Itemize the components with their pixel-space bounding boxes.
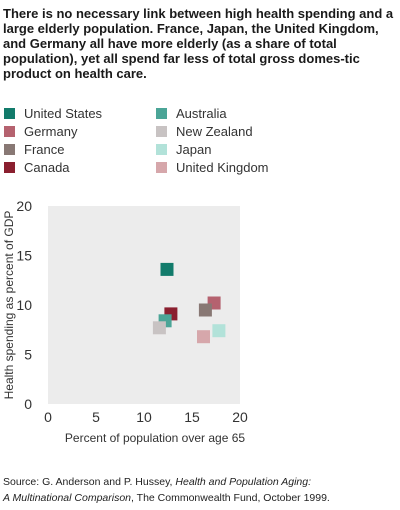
x-tick-label: 20 (232, 409, 248, 425)
source-prefix: Source: G. Anderson and P. Hussey, (3, 476, 176, 488)
y-tick-label: 5 (24, 347, 32, 363)
scatter-chart: 0 5 10 15 20 0 5 10 15 20 Percent of population … (2, 198, 248, 445)
legend-label-germany: Germany (24, 123, 78, 139)
x-tick-label: 15 (184, 409, 200, 425)
legend-swatch-united-kingdom (156, 161, 167, 173)
legend-item-france: France (4, 140, 64, 158)
point-united-kingdom (197, 330, 210, 344)
legend-label-japan: Japan (176, 141, 212, 157)
legend-label-canada: Canada (24, 159, 70, 175)
source-note: Source: G. Anderson and P. Hussey, Healt… (3, 474, 397, 506)
source-title-line2: A Multinational Comparison (3, 492, 132, 504)
legend-swatch-canada (4, 161, 15, 173)
x-tick-label: 0 (44, 409, 52, 425)
legend-swatch-france (4, 143, 15, 155)
x-tick-label: 10 (136, 409, 152, 425)
point-france (198, 303, 212, 317)
y-tick-label: 15 (16, 248, 32, 264)
chart-headline: There is no necessary link between high … (3, 6, 394, 81)
legend-label-france: France (24, 141, 65, 157)
data-points (152, 262, 226, 344)
legend-swatch-japan (156, 143, 167, 155)
x-tick-label: 5 (92, 409, 100, 425)
legend-item-australia: Australia (156, 104, 227, 122)
legend-item-canada: Canada (4, 158, 70, 176)
legend-label-united-states: United States (24, 105, 103, 121)
legend-swatch-new-zealand (156, 125, 167, 137)
point-united-states (160, 262, 174, 276)
legend-swatch-united-states (4, 107, 15, 119)
legend-label-australia: Australia (176, 105, 227, 121)
legend-item-new-zealand: New Zealand (156, 122, 253, 140)
source-suffix: , The Commonwealth Fund, October 1999. (131, 492, 330, 504)
y-tick-label: 0 (24, 396, 32, 412)
legend-item-germany: Germany (4, 122, 77, 140)
y-axis-ticks: 0 5 10 15 20 (16, 198, 32, 412)
x-axis-title: Percent of population over age 65 (65, 431, 245, 445)
legend-label-new-zealand: New Zealand (176, 123, 253, 139)
point-japan (212, 324, 226, 338)
legend-swatch-germany (4, 125, 15, 137)
legend-label-united-kingdom: United Kingdom (176, 159, 269, 175)
x-axis-ticks: 0 5 10 15 20 (44, 409, 248, 425)
legend-item-japan: Japan (156, 140, 211, 158)
y-axis-title: Health spending as percent of GDP (2, 211, 16, 400)
point-new-zealand (152, 321, 166, 335)
y-tick-label: 10 (16, 297, 32, 313)
y-tick-label: 20 (16, 198, 32, 214)
legend: United States Germany France Canada Aust… (4, 104, 394, 176)
legend-swatch-australia (156, 107, 167, 119)
legend-item-united-kingdom: United Kingdom (156, 158, 269, 176)
legend-item-united-states: United States (4, 104, 102, 122)
source-title-line1: Health and Population Aging: (175, 476, 312, 488)
